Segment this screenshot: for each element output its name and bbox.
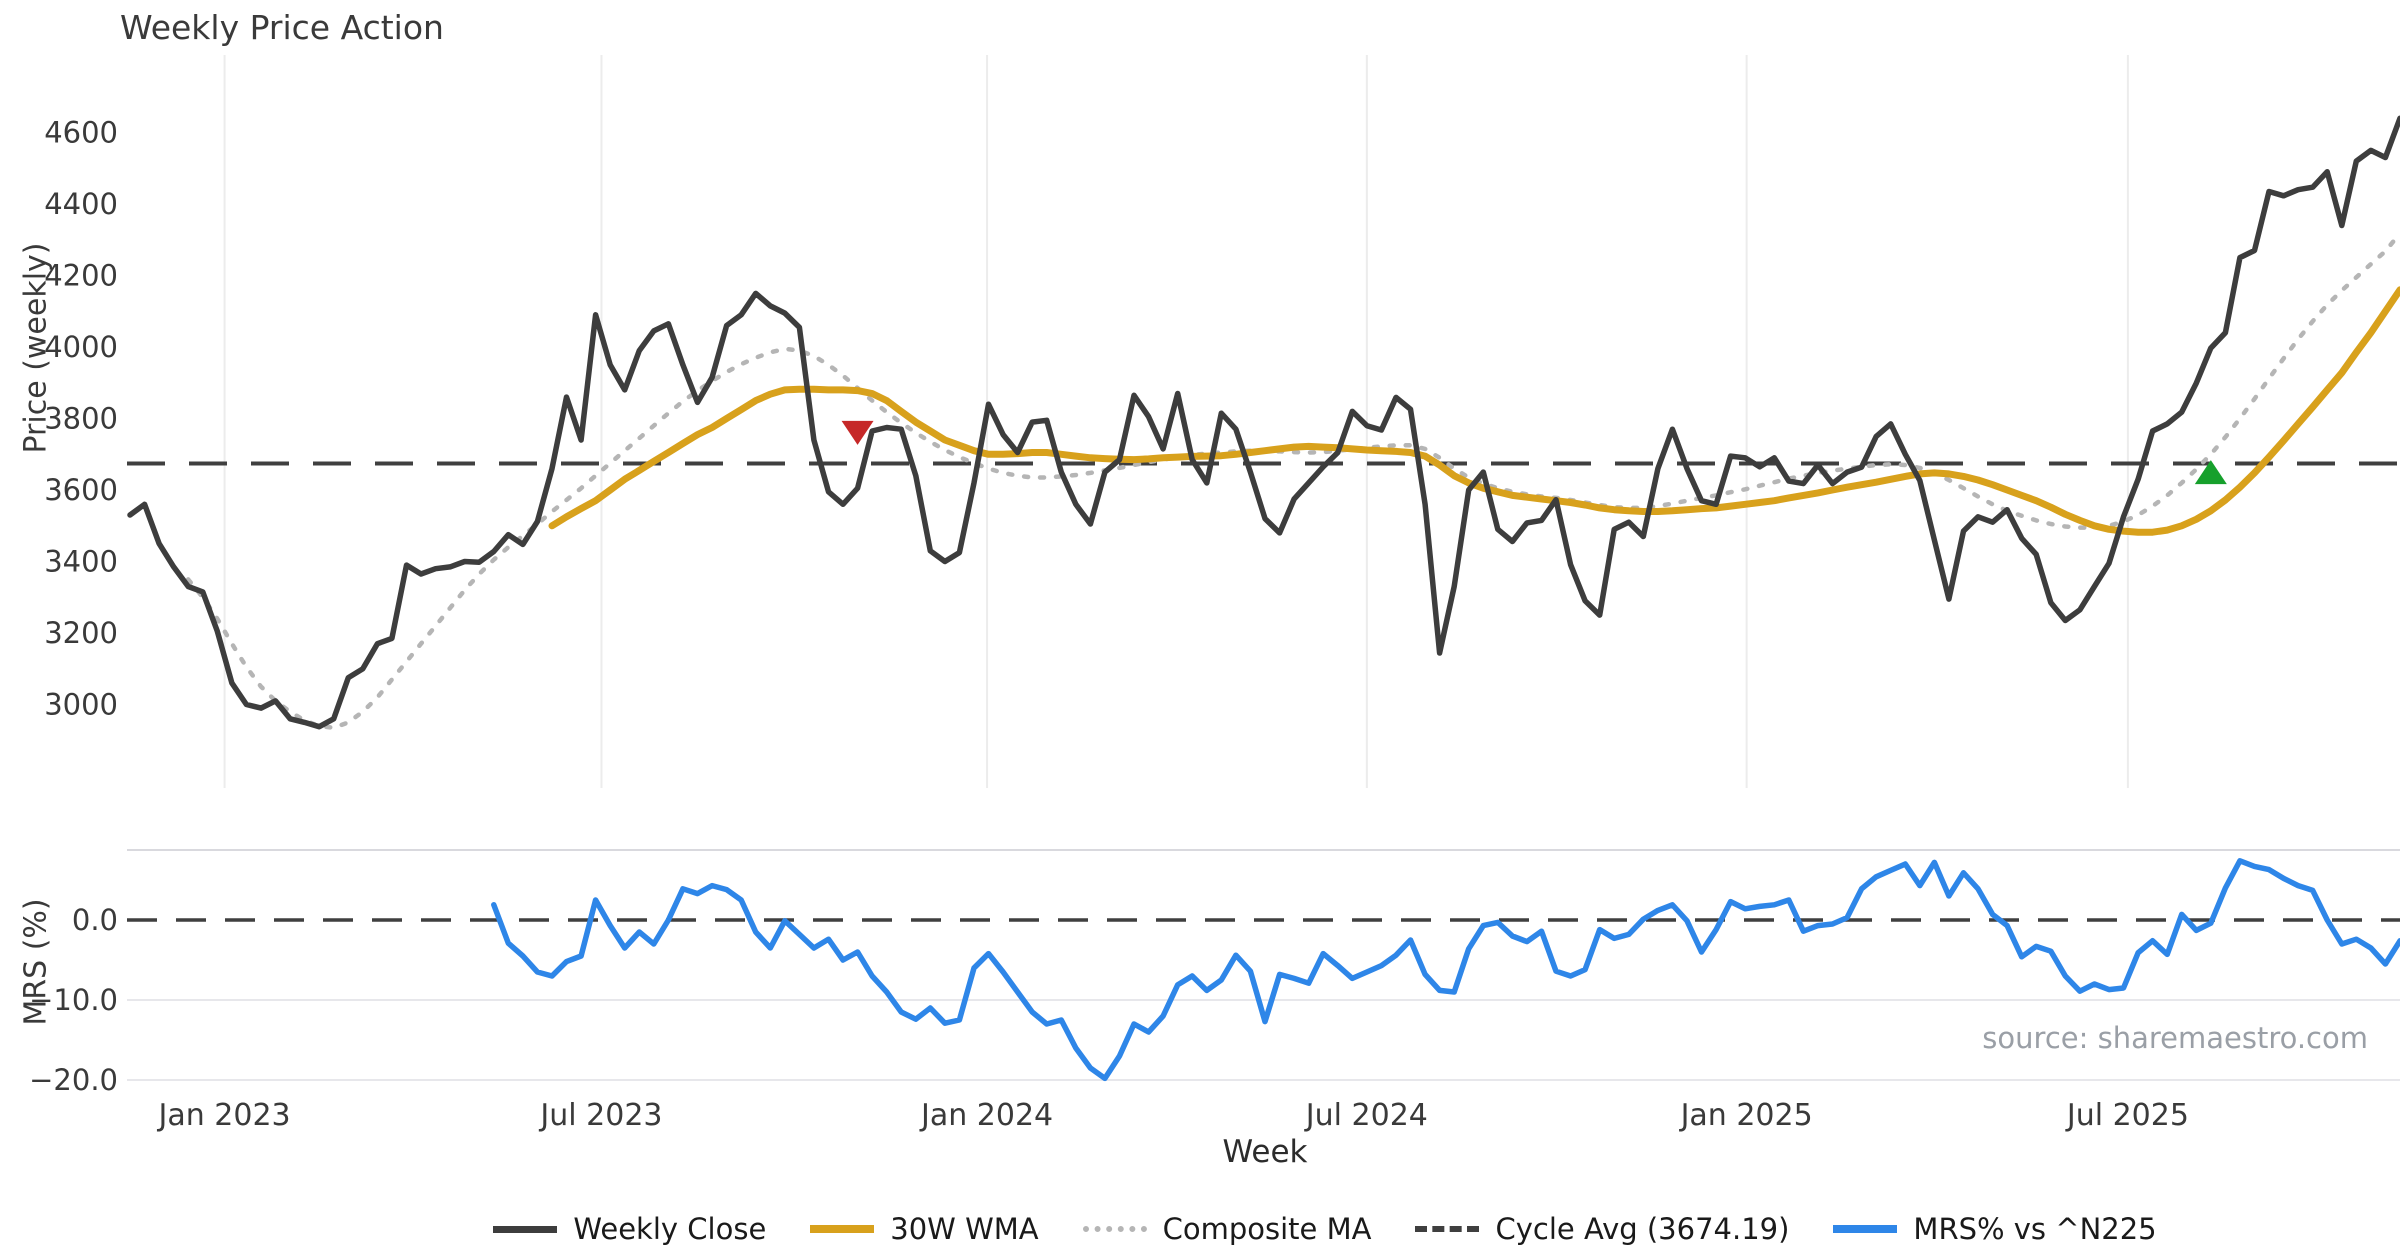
mrs-tick-label: 0.0 (72, 903, 118, 937)
legend: Weekly Close 30W WMA Composite MA Cycle Avg… (0, 1212, 2400, 1246)
legend-item: 30W WMA (810, 1212, 1039, 1246)
sell-marker-icon (841, 420, 874, 445)
price-tick-label: 4400 (44, 187, 118, 221)
price-tick-label: 3600 (44, 473, 118, 507)
legend-label: Cycle Avg (3674.19) (1495, 1212, 1790, 1246)
legend-item: Composite MA (1082, 1212, 1372, 1246)
wma30-line (548, 286, 2400, 536)
x-tick-label: Jul 2024 (1304, 1098, 1428, 1133)
mrs-tick-label: −10.0 (29, 983, 118, 1017)
weekly-close-line (127, 115, 2400, 730)
legend-item: MRS% vs ^N225 (1833, 1212, 2157, 1246)
x-tick-label: Jul 2023 (538, 1098, 662, 1133)
legend-item: Weekly Close (493, 1212, 766, 1246)
buy-marker-icon (2194, 460, 2227, 485)
dotted-gray-line-swatch-icon (1082, 1226, 1147, 1232)
dashed-dark-line-swatch-icon (1415, 1226, 1480, 1232)
price-tick-label: 4000 (44, 330, 118, 364)
price-tick-label: 4200 (44, 259, 118, 293)
legend-label: Weekly Close (573, 1212, 767, 1246)
x-tick-label: Jan 2024 (919, 1098, 1053, 1133)
price-axis-label: Price (weekly) (18, 242, 54, 454)
x-tick-label: Jan 2025 (1679, 1098, 1813, 1133)
price-tick-label: 3000 (44, 688, 118, 722)
x-axis-label: Week (1222, 1134, 1308, 1170)
price-tick-label: 3200 (44, 616, 118, 650)
legend-label: Composite MA (1162, 1212, 1372, 1246)
solid-dark-line-swatch-icon (493, 1225, 558, 1233)
legend-label: 30W WMA (890, 1212, 1039, 1246)
mrs-line (491, 858, 2400, 1082)
solid-blue-line-swatch-icon (1833, 1225, 1898, 1233)
source-watermark: source: sharemaestro.com (1982, 1021, 2368, 1055)
x-tick-label: Jan 2023 (157, 1098, 291, 1133)
legend-label: MRS% vs ^N225 (1913, 1212, 2157, 1246)
x-tick-label: Jul 2025 (2065, 1098, 2189, 1133)
solid-gold-line-swatch-icon (810, 1225, 875, 1233)
legend-item: Cycle Avg (3674.19) (1415, 1212, 1789, 1246)
price-tick-label: 4600 (44, 116, 118, 150)
price-tick-label: 3400 (44, 545, 118, 579)
page-title: Weekly Price Action (120, 8, 444, 47)
composite-ma-line (185, 231, 2400, 731)
price-tick-label: 3800 (44, 402, 118, 436)
mrs-tick-label: −20.0 (29, 1063, 118, 1097)
mrs-axis-label: MRS (%) (18, 898, 54, 1026)
